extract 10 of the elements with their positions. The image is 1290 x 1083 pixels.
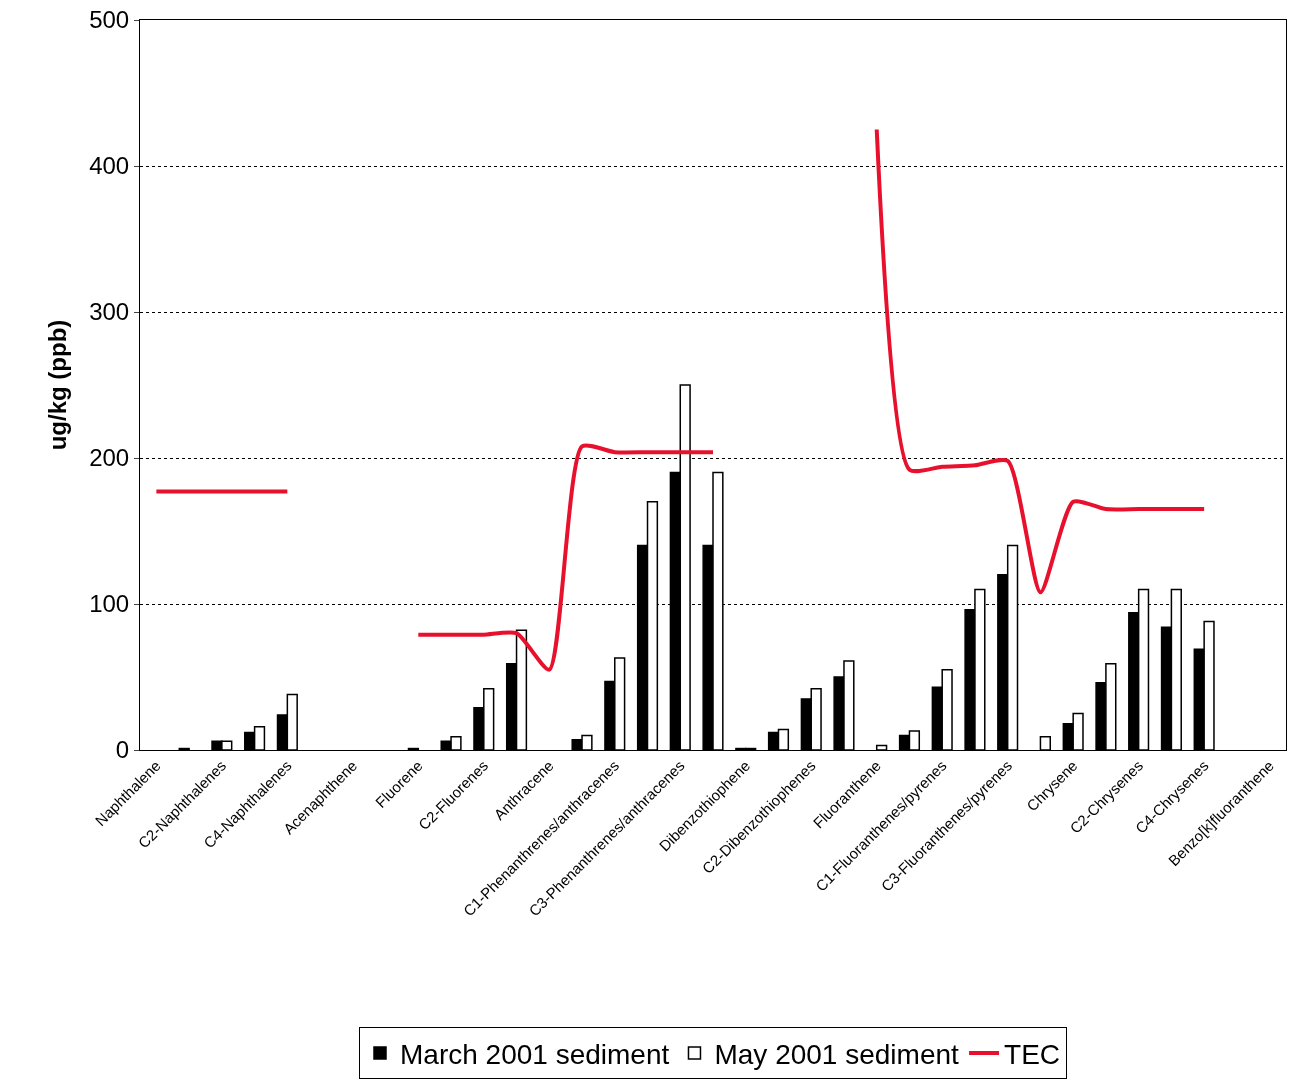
y-tick-label: 100 (89, 590, 130, 618)
legend-label: TEC (1004, 1039, 1061, 1071)
y-tick-label: 300 (89, 298, 130, 326)
legend-label: March 2001 sediment (400, 1039, 670, 1071)
legend-label: May 2001 sediment (714, 1039, 960, 1071)
y-axis-title: ug/kg (ppb) (44, 319, 72, 451)
y-tick-label: 200 (89, 444, 130, 472)
y-tick-label: 400 (89, 152, 130, 180)
y-tick-label: 0 (115, 736, 130, 764)
y-tick-label: 500 (89, 6, 130, 34)
